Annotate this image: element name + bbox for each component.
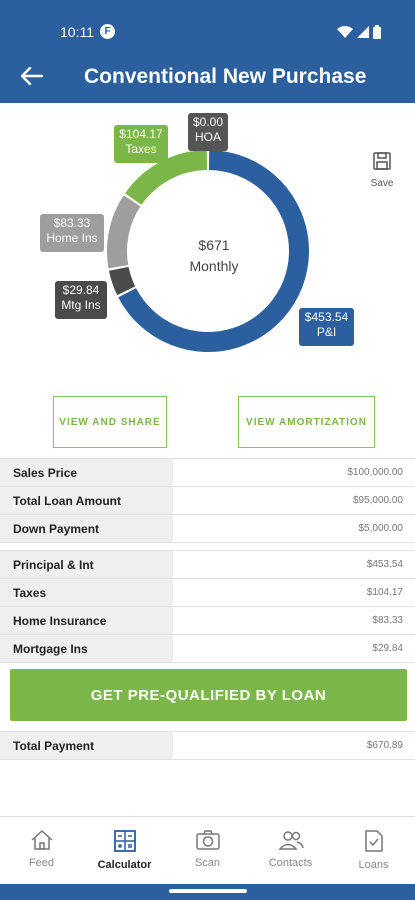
- back-button[interactable]: [18, 62, 46, 90]
- table-row: Down Payment $5,000.00: [0, 515, 415, 543]
- table-row: Principal & Int $453.54: [0, 551, 415, 579]
- donut-slice-home-ins: [107, 195, 141, 269]
- system-navigation-bar: [0, 884, 415, 900]
- status-icons: [337, 25, 381, 39]
- row-label: Down Payment: [0, 515, 173, 542]
- home-ins-tag-name: Home Ins: [46, 231, 98, 245]
- chart-center-amount: $671: [198, 237, 230, 253]
- chart-center-label: Monthly: [189, 258, 239, 274]
- row-label: Taxes: [0, 579, 173, 606]
- status-time: 10:11: [60, 24, 94, 40]
- arrow-left-icon: [21, 67, 43, 85]
- wifi-icon: [337, 26, 353, 38]
- table-row: Total Payment $670.89: [0, 732, 415, 760]
- hoa-tag-name: HOA: [194, 130, 221, 144]
- nav-label-feed: Feed: [28, 857, 55, 869]
- nav-item-feed[interactable]: Feed: [0, 817, 83, 884]
- get-pre-qualified-button[interactable]: GET PRE-QUALIFIED BY LOAN: [10, 669, 407, 721]
- document-check-icon: [364, 830, 383, 852]
- loan-summary-table: Sales Price $100,000.00 Total Loan Amoun…: [0, 458, 415, 543]
- payment-breakdown-table: Principal & Int $453.54 Taxes $104.17 Ho…: [0, 550, 415, 663]
- row-label: Mortgage Ins: [0, 635, 173, 662]
- view-amortization-button[interactable]: VIEW AMORTIZATION: [238, 396, 375, 448]
- app-bar: 10:11 F Conventional New Purchase: [0, 0, 415, 103]
- table-row: Mortgage Ins $29.84: [0, 635, 415, 663]
- taxes-tag: $104.17 Taxes: [114, 125, 168, 163]
- nav-item-loans[interactable]: Loans: [332, 817, 415, 884]
- camera-icon: [195, 830, 220, 850]
- nav-label-scan: Scan: [194, 857, 221, 869]
- donut-slice-mtg-ins: [108, 266, 136, 296]
- save-label: Save: [370, 178, 394, 189]
- mtg-ins-tag: $29.84 Mtg Ins: [55, 281, 107, 319]
- table-row: Home Insurance $83.33: [0, 607, 415, 635]
- pi-tag: $453.54 P&I: [299, 308, 354, 346]
- signal-icon: [357, 26, 369, 38]
- pi-tag-name: P&I: [316, 325, 337, 339]
- battery-icon: [373, 25, 381, 39]
- payment-chart: $671 Monthly $104.17 Taxes $0.00 HOA $83…: [0, 103, 415, 393]
- mtg-ins-tag-name: Mtg Ins: [61, 298, 101, 312]
- bottom-navigation: Feed Calculator Scan Contacts Loans: [0, 816, 415, 884]
- row-label: Home Insurance: [0, 607, 173, 634]
- row-value: $5,000.00: [173, 515, 415, 542]
- taxes-tag-amount: $104.17: [119, 127, 163, 141]
- row-value: $95,000.00: [173, 487, 415, 514]
- nav-item-calculator[interactable]: Calculator: [83, 817, 166, 884]
- row-value: $104.17: [173, 579, 415, 606]
- row-label: Total Loan Amount: [0, 487, 173, 514]
- nav-item-scan[interactable]: Scan: [166, 817, 249, 884]
- row-value: $100,000.00: [173, 459, 415, 486]
- row-label: Sales Price: [0, 459, 173, 486]
- donut-slice-p-i: [118, 150, 309, 352]
- home-icon: [30, 829, 53, 850]
- save-button[interactable]: Save: [366, 151, 398, 189]
- row-value: $83.33: [173, 607, 415, 634]
- nav-item-contacts[interactable]: Contacts: [249, 817, 332, 884]
- row-label: Principal & Int: [0, 551, 173, 578]
- home-ins-tag: $83.33 Home Ins: [40, 214, 104, 252]
- nav-label-calculator: Calculator: [97, 859, 152, 871]
- total-value: $670.89: [173, 732, 415, 759]
- table-row: Taxes $104.17: [0, 579, 415, 607]
- mtg-ins-tag-amount: $29.84: [62, 283, 100, 297]
- app-notification-icon: F: [100, 24, 115, 39]
- total-label: Total Payment: [0, 732, 173, 759]
- nav-label-loans: Loans: [358, 859, 389, 871]
- table-row: Total Loan Amount $95,000.00: [0, 487, 415, 515]
- page-title: Conventional New Purchase: [84, 65, 367, 88]
- calculator-icon: [113, 830, 136, 852]
- pi-tag-amount: $453.54: [304, 310, 349, 324]
- save-icon: [373, 152, 391, 170]
- hoa-tag: $0.00 HOA: [188, 113, 228, 151]
- donut-slice-taxes: [125, 150, 208, 206]
- hoa-tag-amount: $0.00: [192, 115, 224, 129]
- nav-label-contacts: Contacts: [268, 857, 313, 869]
- row-value: $29.84: [173, 635, 415, 662]
- donut-chart: [107, 150, 309, 352]
- contacts-icon: [277, 831, 304, 850]
- home-ins-tag-amount: $83.33: [53, 216, 91, 230]
- home-gesture-handle[interactable]: [169, 889, 247, 893]
- view-and-share-button[interactable]: VIEW AND SHARE: [53, 396, 167, 448]
- row-value: $453.54: [173, 551, 415, 578]
- table-row: Sales Price $100,000.00: [0, 459, 415, 487]
- total-payment-table: Total Payment $670.89: [0, 731, 415, 760]
- taxes-tag-name: Taxes: [125, 142, 157, 156]
